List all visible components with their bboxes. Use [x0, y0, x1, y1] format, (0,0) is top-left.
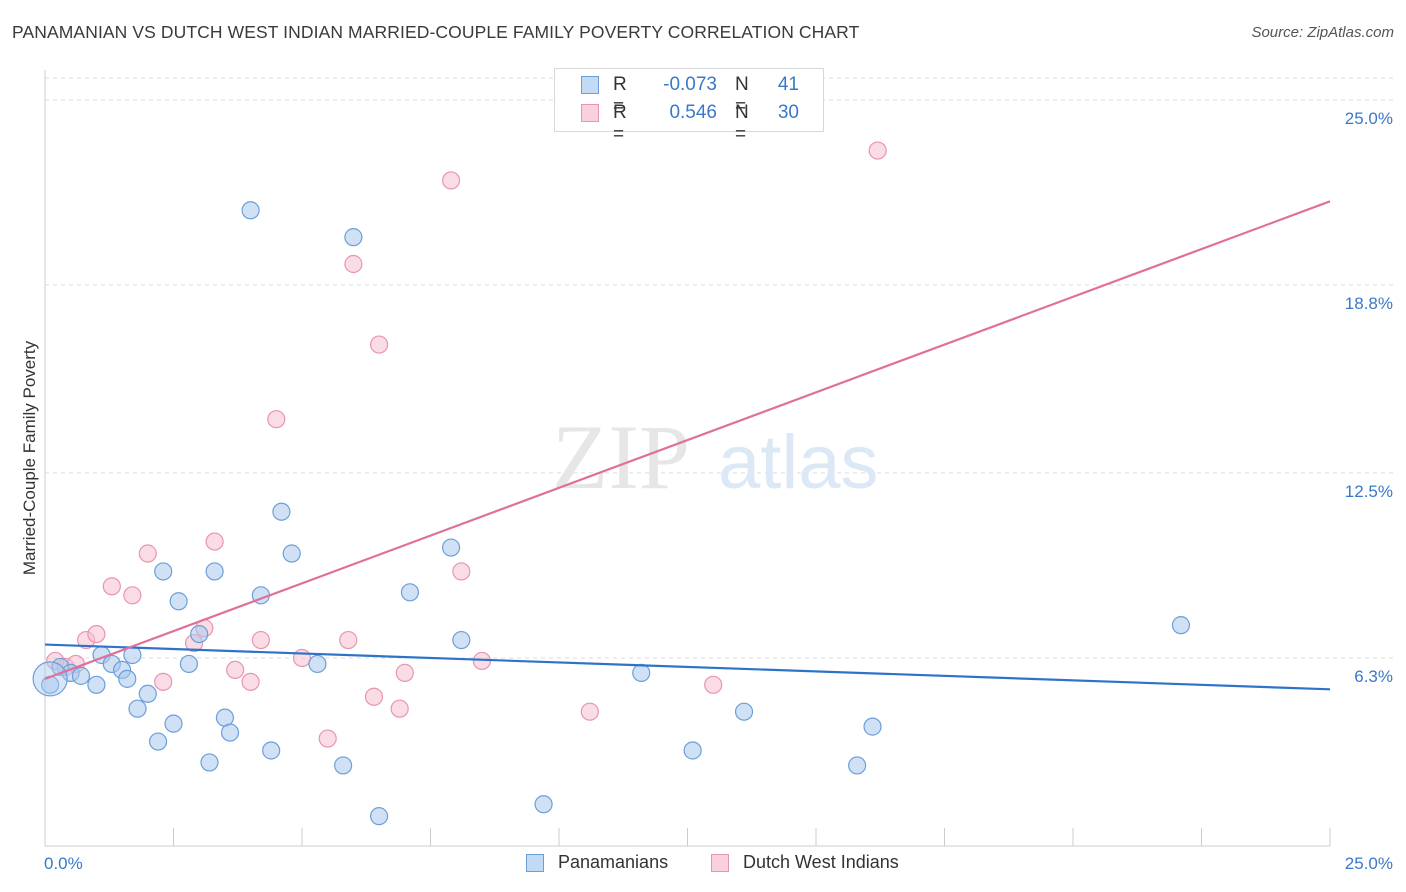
panamanian-point: [863, 717, 882, 736]
panamanian-point: [138, 684, 157, 703]
panamanian-point: [87, 675, 106, 694]
panamanian-point: [205, 562, 224, 581]
dutch-west-indian-point: [226, 660, 245, 680]
dutch-west-indian-point: [87, 624, 106, 644]
panamanian-point: [282, 544, 301, 563]
panamanian-point: [370, 807, 389, 826]
series-legend-label: Panamanians: [558, 852, 669, 872]
panamanian-point: [452, 630, 471, 650]
legend-r-value: -0.073: [663, 74, 717, 95]
dutch-west-indian-point: [868, 141, 887, 160]
dutch-west-indian-point: [123, 586, 142, 605]
panamanian-point: [683, 741, 702, 760]
panamanian-point: [272, 502, 291, 521]
dutch-west-indian-point: [154, 672, 173, 691]
dutch-west-indian-trend-line: [44, 200, 1331, 680]
panamanian-point: [154, 562, 173, 581]
series-swatch-pink: [711, 854, 729, 872]
dutch-west-indian-point: [364, 687, 384, 706]
dutch-west-indian-point: [395, 663, 414, 682]
dutch-west-indian-point: [344, 254, 363, 274]
panamanian-point: [164, 714, 183, 733]
panamanian-point: [241, 201, 260, 220]
legend-swatch-blue: [581, 76, 599, 94]
x-tick-label-start: 0.0%: [44, 854, 83, 873]
x-tick-label-end: 25.0%: [1345, 854, 1393, 873]
panamanian-point: [179, 654, 199, 674]
series-swatch-blue: [526, 854, 544, 872]
dutch-west-indian-point: [241, 672, 260, 691]
trend-lines: [44, 200, 1331, 691]
series-legend-label: Dutch West Indians: [743, 852, 899, 872]
dutch-west-indian-point: [339, 630, 358, 650]
grid-lines: [45, 77, 1394, 659]
panamanian-point: [220, 723, 240, 742]
dutch-west-indian-point: [318, 729, 337, 748]
legend-r-label: R =: [613, 74, 627, 117]
data-points: [32, 141, 1191, 826]
panamanian-point: [400, 583, 420, 602]
y-tick-label: 6.3%: [1354, 667, 1393, 686]
dutch-west-indian-point: [138, 544, 157, 563]
y-tick-label: 12.5%: [1345, 482, 1393, 501]
y-tick-label: 18.8%: [1345, 294, 1393, 313]
panamanian-point: [441, 538, 461, 557]
source-label: Source: ZipAtlas.com: [1251, 24, 1394, 41]
dutch-west-indian-point: [704, 675, 723, 694]
legend-n-value: 30: [777, 102, 799, 123]
panamanian-point: [148, 732, 168, 751]
dutch-west-indian-point: [251, 630, 270, 650]
y-tick-label: 25.0%: [1345, 109, 1393, 128]
panamanian-point: [190, 624, 209, 644]
legend-n-label: N =: [735, 74, 749, 117]
dutch-west-indian-point: [267, 410, 286, 429]
axes: [44, 70, 1331, 847]
panamanian-point: [734, 702, 754, 721]
y-axis-label: Married-Couple Family Poverty: [20, 340, 39, 575]
dutch-west-indian-point: [292, 648, 312, 668]
chart-title: PANAMANIAN VS DUTCH WEST INDIAN MARRIED-…: [12, 22, 860, 42]
panamanian-point: [118, 669, 137, 688]
panamanian-point: [344, 228, 363, 247]
legend-n-label: N =: [735, 102, 749, 145]
dutch-west-indian-point: [580, 702, 599, 721]
panamanian-point: [632, 663, 651, 682]
dutch-west-indian-point: [370, 335, 389, 354]
dutch-west-indian-point: [441, 171, 461, 190]
panamanian-point: [848, 756, 867, 775]
legend-r-label: R =: [613, 102, 627, 145]
panamanian-point: [71, 666, 91, 685]
panamanian-trend-line: [44, 643, 1331, 691]
panamanian-point: [1171, 616, 1191, 635]
dutch-west-indian-point: [205, 532, 224, 551]
watermark-zip: ZIP: [552, 406, 690, 508]
panamanian-point: [262, 741, 281, 760]
correlation-legend: R = -0.073 N = 41 R = 0.546 N = 30: [554, 68, 824, 145]
panamanian-point: [128, 699, 147, 718]
panamanian-point: [334, 756, 353, 775]
legend-n-value: 41: [777, 74, 799, 95]
dutch-west-indian-point: [452, 562, 471, 581]
panamanian-point: [200, 753, 219, 772]
panamanian-point: [169, 592, 188, 611]
panamanian-point: [534, 795, 553, 814]
legend-r-value: 0.546: [669, 102, 717, 123]
panamanian-point: [308, 654, 327, 674]
panamanian-cluster-point: [32, 661, 68, 697]
axis-labels: 6.3% 12.5% 18.8% 25.0% 0.0% 25.0% Married-Coup…: [20, 109, 1393, 873]
legend-swatch-pink: [581, 104, 599, 122]
dutch-west-indian-point: [390, 699, 409, 718]
series-legend: Panamanians Dutch West Indians: [0, 852, 1406, 878]
dutch-west-indian-point: [102, 577, 121, 596]
watermark-atlas: atlas: [718, 420, 879, 505]
